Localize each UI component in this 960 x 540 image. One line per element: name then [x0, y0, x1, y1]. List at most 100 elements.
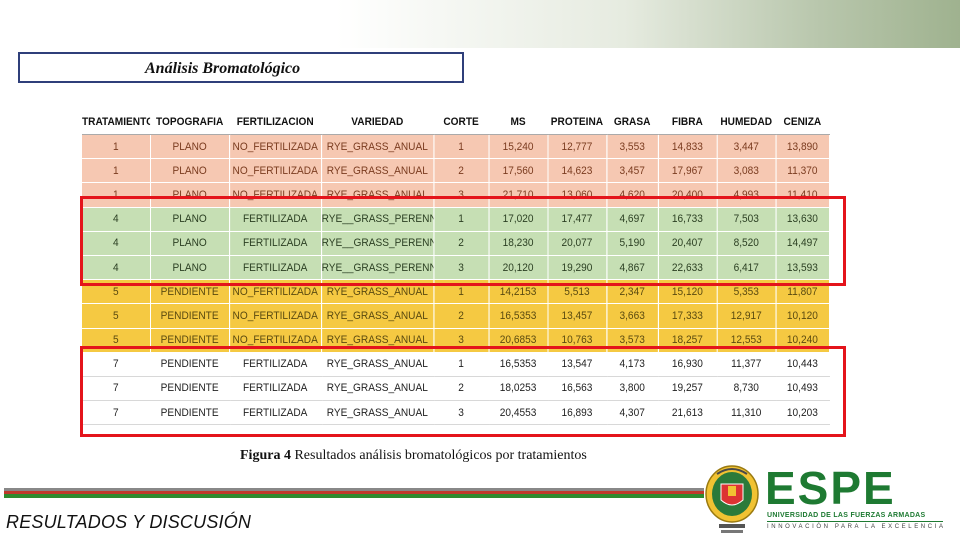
table-cell: RYE__GRASS_PERENNE — [321, 255, 434, 281]
table-cell: 11,310 — [716, 400, 777, 426]
table-cell: PENDIENTE — [150, 303, 230, 329]
table-cell: 5 — [82, 303, 151, 329]
table-cell: RYE_GRASS_ANUAL — [321, 303, 434, 329]
column-header: VARIEDAD — [321, 110, 434, 135]
table-cell: 11,410 — [775, 182, 830, 208]
figure-label: Figura 4 — [240, 448, 291, 463]
table-cell: FERTILIZADA — [229, 207, 322, 232]
table-cell: RYE__GRASS_PERENNE — [321, 231, 434, 256]
table-header-row: TRATAMIENTO TOPOGRAFIA FERTILIZACION VARIED… — [82, 110, 830, 135]
table-cell: 3,800 — [606, 376, 659, 402]
column-header: TOPOGRAFIA — [150, 110, 230, 135]
column-header: HUMEDAD — [716, 110, 777, 135]
slide-title-box: Análisis Bromatológico — [18, 52, 464, 83]
table-cell: FERTILIZADA — [229, 376, 322, 402]
table-cell: 21,710 — [488, 182, 548, 208]
column-header: GRASA — [606, 110, 659, 135]
table-cell: 12,777 — [547, 134, 607, 160]
table-cell: RYE_GRASS_ANUAL — [321, 400, 434, 426]
table-cell: 12,917 — [716, 303, 777, 329]
table-cell: RYE_GRASS_ANUAL — [321, 158, 434, 184]
table-cell: 1 — [82, 182, 151, 208]
table-cell: 1 — [433, 134, 490, 160]
table-cell: 13,890 — [775, 134, 830, 160]
table-row: 7 PENDIENTE FERTILIZADA RYE_GRASS_ANUAL 2 18,… — [82, 376, 830, 402]
table-cell: 13,630 — [775, 207, 830, 232]
table-cell: 3,457 — [606, 158, 659, 184]
table-cell: 13,060 — [547, 182, 607, 208]
column-header: PROTEINA — [547, 110, 607, 135]
column-header: FIBRA — [657, 110, 718, 135]
table-cell: PENDIENTE — [150, 400, 230, 426]
table-cell: RYE_GRASS_ANUAL — [321, 352, 434, 377]
slide-title: Análisis Bromatológico — [145, 60, 301, 77]
table-cell: 13,547 — [547, 352, 607, 377]
table-cell: 20,120 — [488, 255, 548, 281]
column-header: FERTILIZACION — [229, 110, 322, 135]
table-cell: 16,733 — [657, 207, 718, 232]
table-cell: 4 — [82, 231, 151, 256]
espe-logo: ESPE UNIVERSIDAD DE LAS FUERZAS ARMADAS … — [703, 462, 953, 540]
column-header: CENIZA — [775, 110, 830, 135]
footer-divider-green — [4, 494, 704, 498]
table-cell: 16,893 — [547, 400, 607, 426]
table-row: 4 PLANO FERTILIZADA RYE__GRASS_PERENNE 1 17,0… — [82, 207, 830, 232]
table-cell: 10,443 — [775, 352, 830, 377]
table-cell: 3 — [433, 182, 490, 208]
table-cell: 17,967 — [657, 158, 718, 184]
table-row: 4 PLANO FERTILIZADA RYE__GRASS_PERENNE 2 18,2… — [82, 231, 830, 256]
section-title: RESULTADOS Y DISCUSIÓN — [6, 512, 252, 532]
table-cell: 16,563 — [547, 376, 607, 402]
table-cell: 3 — [433, 255, 490, 281]
table-cell: 13,593 — [775, 255, 830, 281]
table-cell: 7,503 — [716, 207, 777, 232]
table-cell: 3,553 — [606, 134, 659, 160]
table-cell: NO_FERTILIZADA — [229, 134, 322, 160]
table-cell: PLANO — [150, 207, 230, 232]
table-cell: 16,5353 — [488, 352, 548, 377]
table-cell: 4 — [82, 255, 151, 281]
table-cell: 17,020 — [488, 207, 548, 232]
table-cell: RYE__GRASS_PERENNE — [321, 207, 434, 232]
table-cell: 18,230 — [488, 231, 548, 256]
table-cell: FERTILIZADA — [229, 352, 322, 377]
table-cell: RYE_GRASS_ANUAL — [321, 134, 434, 160]
table-cell: FERTILIZADA — [229, 231, 322, 256]
table-cell: 4,867 — [606, 255, 659, 281]
table-cell: 5,353 — [716, 279, 777, 305]
table-cell: 7 — [82, 376, 151, 402]
table-cell: 6,417 — [716, 255, 777, 281]
table-cell: 2 — [433, 303, 490, 329]
table-cell: PLANO — [150, 134, 230, 160]
table-cell: 20,400 — [657, 182, 718, 208]
table-cell: 1 — [82, 134, 151, 160]
table-cell: 3,083 — [716, 158, 777, 184]
table-cell: NO_FERTILIZADA — [229, 303, 322, 329]
table-cell: 11,377 — [716, 352, 777, 377]
table-row: 1 PLANO NO_FERTILIZADA RYE_GRASS_ANUAL 1 15,2… — [82, 134, 830, 160]
table-cell: 1 — [433, 352, 490, 377]
espe-wordmark: ESPE — [765, 462, 896, 514]
table-cell: 17,333 — [657, 303, 718, 329]
table-cell: 3,663 — [606, 303, 659, 329]
table-cell: 10,203 — [775, 400, 830, 426]
table-cell: 16,930 — [657, 352, 718, 377]
table-cell: PLANO — [150, 255, 230, 281]
footer-divider — [4, 488, 704, 491]
highlight-box-treatment-4 — [80, 196, 846, 286]
table-cell: 4 — [82, 207, 151, 232]
top-banner — [0, 0, 960, 48]
table-cell: 4,697 — [606, 207, 659, 232]
table-cell: 17,477 — [547, 207, 607, 232]
figure-caption-text: Resultados análisis bromatológicos por t… — [290, 448, 587, 463]
table-cell: 20,4553 — [488, 400, 548, 426]
table-cell: PLANO — [150, 158, 230, 184]
figure-caption: Figura 4 Resultados análisis bromatológi… — [240, 448, 587, 464]
table-cell: 3 — [433, 400, 490, 426]
table-row: 7 PENDIENTE FERTILIZADA RYE_GRASS_ANUAL 3 20,… — [82, 400, 830, 426]
table-cell: 2 — [433, 158, 490, 184]
table-cell: 4,307 — [606, 400, 659, 426]
table-cell: FERTILIZADA — [229, 400, 322, 426]
table-cell: 16,5353 — [488, 303, 548, 329]
table-cell: 8,730 — [716, 376, 777, 402]
